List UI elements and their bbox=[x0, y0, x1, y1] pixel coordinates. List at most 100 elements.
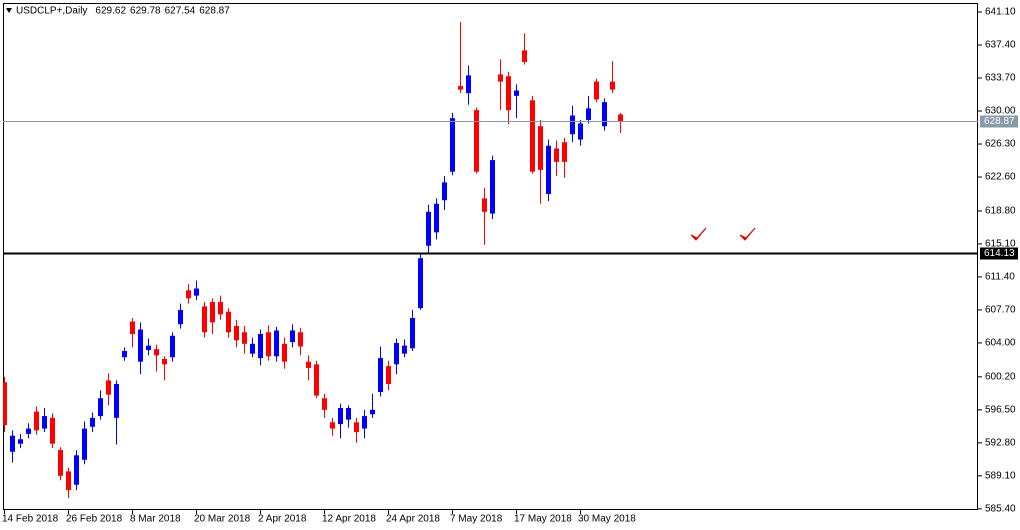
menu-triangle[interactable] bbox=[6, 8, 12, 13]
y-tick-label: 615.10 bbox=[985, 239, 1016, 250]
candle-body bbox=[186, 290, 191, 299]
candle-body bbox=[418, 258, 423, 309]
candle-body bbox=[42, 416, 47, 429]
candle-body bbox=[282, 343, 287, 362]
candle-body bbox=[554, 148, 559, 162]
candle-body bbox=[346, 408, 351, 420]
candle-body bbox=[378, 358, 383, 392]
candle-body bbox=[562, 142, 567, 162]
x-tick-label: 24 Apr 2018 bbox=[386, 514, 440, 525]
candle-body bbox=[602, 102, 607, 127]
y-tick-label: 626.30 bbox=[985, 139, 1016, 150]
candle-body bbox=[138, 329, 143, 362]
candle-body bbox=[482, 198, 487, 212]
y-tick-label: 596.50 bbox=[985, 404, 1016, 415]
candle-body bbox=[258, 334, 263, 359]
candle-body bbox=[450, 118, 455, 172]
y-tick-label: 618.80 bbox=[985, 206, 1016, 217]
candle-body bbox=[578, 123, 583, 140]
candle-body bbox=[362, 416, 367, 429]
price-label: 628.87 bbox=[984, 116, 1015, 127]
candle-body bbox=[66, 471, 71, 491]
y-tick-label: 592.80 bbox=[985, 437, 1016, 448]
ohlc-value: 628.87 bbox=[199, 6, 230, 17]
candle-body bbox=[74, 455, 79, 485]
candle-body bbox=[106, 380, 111, 395]
candle-body bbox=[266, 332, 271, 357]
candle-body bbox=[490, 160, 495, 214]
x-tick-label: 26 Feb 2018 bbox=[66, 514, 123, 525]
candle-body bbox=[354, 422, 359, 433]
candle-body bbox=[442, 182, 447, 201]
candle-body bbox=[314, 364, 319, 396]
candle-body bbox=[322, 398, 327, 410]
candle-body bbox=[242, 332, 247, 344]
chart-title: USDCLP+,Daily bbox=[16, 6, 87, 17]
candle-body bbox=[370, 409, 375, 415]
candle-body bbox=[586, 108, 591, 120]
candle-body bbox=[34, 411, 39, 431]
x-tick-label: 17 May 2018 bbox=[514, 514, 572, 525]
candle-body bbox=[210, 301, 215, 323]
x-tick-label: 2 Apr 2018 bbox=[258, 514, 307, 525]
y-tick-label: 630.00 bbox=[985, 106, 1016, 117]
candle-body bbox=[122, 350, 127, 358]
candle-body bbox=[330, 422, 335, 429]
candle-body bbox=[306, 361, 311, 368]
x-tick-label: 7 May 2018 bbox=[450, 514, 503, 525]
candle-body bbox=[498, 74, 503, 82]
candle-body bbox=[474, 110, 479, 172]
candle-body bbox=[466, 75, 471, 94]
y-tick-label: 600.20 bbox=[985, 371, 1016, 382]
candle-body bbox=[298, 332, 303, 347]
y-tick-label: 604.00 bbox=[985, 338, 1016, 349]
y-tick-label: 633.70 bbox=[985, 73, 1016, 84]
y-tick-label: 641.10 bbox=[985, 7, 1016, 18]
candle-body bbox=[386, 366, 391, 384]
candle-body bbox=[338, 408, 343, 425]
candle-body bbox=[250, 343, 255, 354]
price-label: 614.13 bbox=[984, 248, 1015, 259]
candle-body bbox=[130, 321, 135, 335]
candle-body bbox=[538, 126, 543, 170]
ohlc-value: 629.62 bbox=[95, 6, 126, 17]
candle-body bbox=[546, 145, 551, 194]
candle-body bbox=[162, 358, 167, 365]
candle-body bbox=[402, 345, 407, 354]
candle-body bbox=[26, 428, 31, 434]
price-label-box bbox=[980, 115, 1018, 128]
x-tick-label: 12 Apr 2018 bbox=[322, 514, 376, 525]
candle-body bbox=[618, 114, 623, 122]
candle-body bbox=[90, 417, 95, 427]
y-tick-label: 637.40 bbox=[985, 40, 1016, 51]
candle-body bbox=[458, 86, 463, 90]
y-tick-label: 607.70 bbox=[985, 305, 1016, 316]
x-tick-label: 30 May 2018 bbox=[578, 514, 636, 525]
candle-body bbox=[98, 398, 103, 417]
candle-body bbox=[114, 383, 119, 418]
ohlc-value: 627.54 bbox=[165, 6, 196, 17]
candle-body bbox=[3, 382, 7, 425]
candle-body bbox=[226, 311, 231, 333]
candle-body bbox=[514, 90, 519, 96]
candle-body bbox=[170, 335, 175, 358]
check-mark bbox=[739, 227, 756, 241]
candles bbox=[3, 21, 623, 499]
check-mark bbox=[690, 227, 707, 241]
candle-body bbox=[18, 439, 23, 444]
candle-body bbox=[50, 417, 55, 444]
candle-body bbox=[522, 50, 527, 62]
plot-frame bbox=[3, 3, 978, 510]
ohlc-value: 629.78 bbox=[130, 6, 161, 17]
candle-body bbox=[410, 317, 415, 349]
y-tick-label: 611.40 bbox=[985, 272, 1015, 283]
candle-body bbox=[58, 449, 63, 476]
x-tick-label: 8 Mar 2018 bbox=[130, 514, 181, 525]
candle-body bbox=[146, 345, 151, 351]
y-tick-label: 585.40 bbox=[985, 503, 1016, 514]
candle-body bbox=[290, 330, 295, 343]
candle-body bbox=[178, 309, 183, 325]
y-tick-label: 589.10 bbox=[985, 470, 1016, 481]
candle-body bbox=[594, 81, 599, 100]
candle-body bbox=[154, 349, 159, 356]
